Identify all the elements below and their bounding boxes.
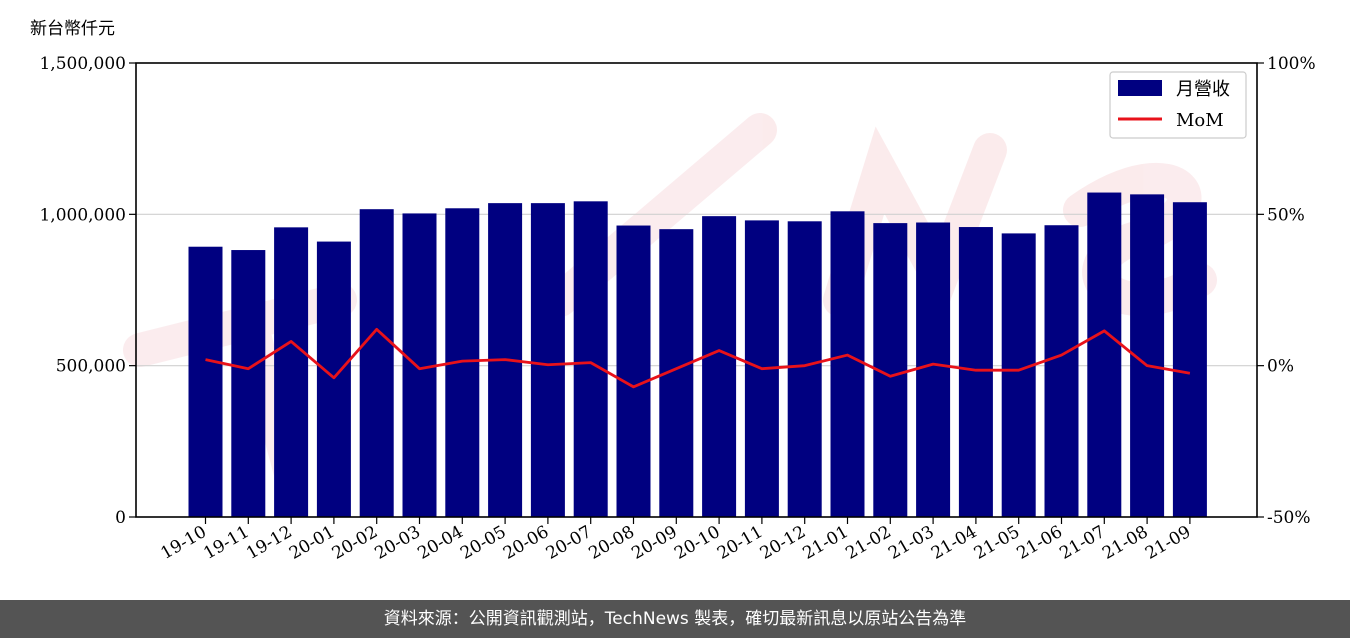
plot-frame <box>135 62 1258 518</box>
bar-20-06 <box>530 203 565 517</box>
x-tick-label: 21-01 <box>800 522 852 564</box>
bar-20-07 <box>573 201 608 517</box>
x-tick-label: 20-04 <box>414 522 466 564</box>
revenue-chart: 0 500,000 1,000,000 1,500,000 -50% 0% 50% 100% 1… <box>30 19 1316 564</box>
x-tick-label: 20-05 <box>457 522 509 564</box>
bar-19-12 <box>274 227 309 517</box>
source-footer: 資料來源：公開資訊觀測站，TechNews 製表，確切最新訊息以原站公告為準 <box>0 600 1350 638</box>
bar-20-12 <box>787 221 822 517</box>
bar-21-06 <box>1044 225 1079 517</box>
y-left-tick-label: 0 <box>115 508 126 528</box>
bar-21-03 <box>916 222 951 517</box>
x-tick-label: 21-06 <box>1014 522 1066 564</box>
x-tick-label: 21-03 <box>885 522 937 564</box>
y-axis-unit-label: 新台幣仟元 <box>30 19 115 39</box>
x-tick-label: 20-10 <box>671 522 723 564</box>
x-tick-label: 20-12 <box>757 522 809 564</box>
x-tick-label: 19-10 <box>158 522 210 564</box>
y-left-tick-label: 500,000 <box>56 357 126 377</box>
x-tick-label: 21-09 <box>1142 522 1194 564</box>
bar-21-07 <box>1087 192 1122 518</box>
legend-swatch-revenue <box>1118 80 1162 96</box>
x-tick-label: 20-11 <box>714 522 766 564</box>
x-tick-label: 20-02 <box>329 522 381 564</box>
bar-20-03 <box>402 213 437 517</box>
bar-19-10 <box>188 246 223 517</box>
x-tick-label: 20-01 <box>286 522 338 564</box>
bar-21-01 <box>830 211 865 517</box>
x-tick-label: 20-08 <box>586 522 638 564</box>
x-tick-label: 21-04 <box>928 522 980 564</box>
y-right-tick-label: 0% <box>1267 357 1294 377</box>
x-tick-label: 21-08 <box>1099 522 1151 564</box>
x-tick-label: 21-05 <box>971 522 1023 564</box>
y-right-tick-label: -50% <box>1267 508 1311 528</box>
bar-21-05 <box>1001 233 1036 517</box>
x-tick-label: 19-12 <box>243 522 295 564</box>
y-left-tick-label: 1,500,000 <box>39 54 126 74</box>
x-tick-label: 20-06 <box>500 522 552 564</box>
bar-21-09 <box>1172 202 1207 517</box>
bar-19-11 <box>231 250 266 517</box>
legend-label-revenue: 月營收 <box>1176 79 1230 100</box>
x-tick-label: 20-07 <box>543 522 595 564</box>
x-tick-label: 20-03 <box>372 522 424 564</box>
bar-20-01 <box>316 241 351 517</box>
y-right-tick-label: 50% <box>1267 205 1305 225</box>
x-tick-label: 21-02 <box>842 522 894 564</box>
x-tick-label: 20-09 <box>628 522 680 564</box>
x-tick-label: 21-07 <box>1056 522 1108 564</box>
bar-20-10 <box>702 216 737 517</box>
y-right-tick-label: 100% <box>1267 54 1316 74</box>
bar-20-08 <box>616 225 651 518</box>
legend-label-mom: MoM <box>1176 110 1224 131</box>
bar-21-04 <box>958 227 993 517</box>
x-tick-label: 19-11 <box>200 522 252 564</box>
bar-20-02 <box>359 209 394 518</box>
y-left-tick-label: 1,000,000 <box>39 205 126 225</box>
mom-line <box>205 327 1191 389</box>
